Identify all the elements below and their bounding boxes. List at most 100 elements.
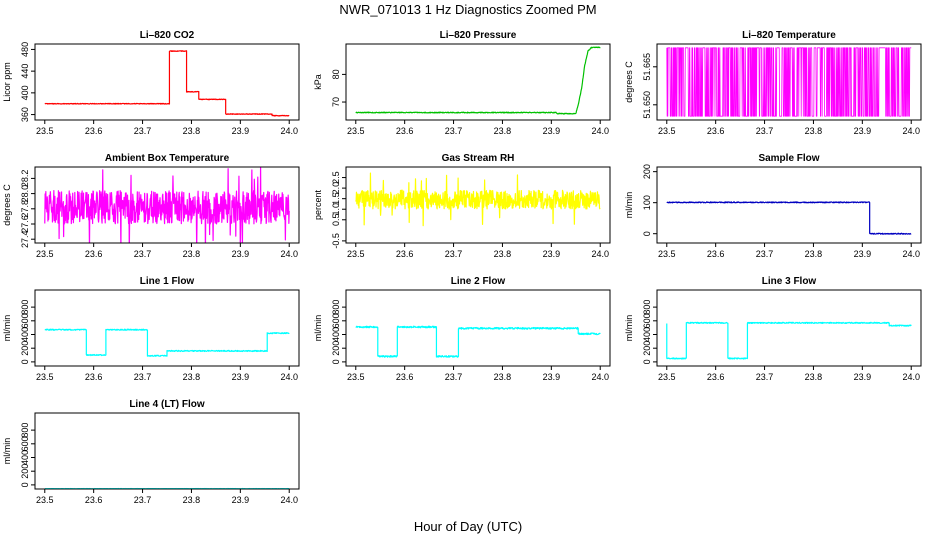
xtick-label: 23.6 — [85, 249, 103, 259]
panel-ylabel-temp: degrees C — [624, 61, 634, 103]
xtick-label: 23.5 — [36, 495, 54, 505]
xtick-label: 23.8 — [494, 126, 512, 136]
xtick-label: 23.5 — [36, 249, 54, 259]
xtick-label: 23.6 — [707, 126, 725, 136]
xtick-label: 24.0 — [280, 126, 298, 136]
xtick-label: 23.8 — [494, 372, 512, 382]
ytick-label: 200 — [331, 341, 341, 356]
ytick-label: 27.6 — [20, 215, 30, 233]
panel-title-ambient: Ambient Box Temperature — [105, 153, 230, 164]
xtick-label: 24.0 — [902, 372, 920, 382]
xtick-label: 23.7 — [756, 249, 774, 259]
panel-temp: 23.5 23.6 23.7 23.8 23.9 24.0 51.650 51.665 Li–8… — [624, 30, 922, 136]
ytick-label: 200 — [642, 164, 652, 179]
xtick-label: 24.0 — [902, 126, 920, 136]
xtick-label: 23.7 — [134, 249, 152, 259]
panel-ylabel-rh: percent — [313, 189, 323, 220]
xtick-label: 23.6 — [85, 372, 103, 382]
series-co2 — [44, 50, 290, 117]
series-line3 — [666, 321, 912, 360]
ytick-label: 200 — [20, 464, 30, 479]
xtick-label: 23.7 — [445, 249, 463, 259]
series-line-co2 — [44, 50, 290, 117]
xtick-label: 23.6 — [396, 126, 414, 136]
xtick-label: 23.9 — [232, 372, 250, 382]
ytick-label: 400 — [331, 327, 341, 342]
panel-ylabel-pressure: kPa — [313, 74, 323, 90]
xtick-label: 23.9 — [543, 249, 561, 259]
xtick-label: 23.8 — [805, 126, 823, 136]
ytick-label: 27.8 — [20, 200, 30, 218]
xtick-label: 24.0 — [280, 249, 298, 259]
figure-title: NWR_071013 1 Hz Diagnostics Zoomed PM — [339, 2, 596, 17]
xtick-label: 23.8 — [183, 495, 201, 505]
ytick-label: 600 — [20, 436, 30, 451]
xtick-label: 23.9 — [232, 126, 250, 136]
panel-title-temp: Li–820 Temperature — [742, 30, 836, 41]
xtick-label: 23.9 — [854, 249, 872, 259]
xtick-label: 23.7 — [134, 126, 152, 136]
series-line1 — [44, 328, 290, 357]
xtick-label: 23.7 — [134, 372, 152, 382]
plot-frame-temp — [656, 43, 922, 121]
ytick-label: 28.2 — [20, 170, 30, 188]
series-rh — [355, 172, 601, 227]
xtick-label: 23.5 — [347, 126, 365, 136]
xtick-label: 23.9 — [232, 249, 250, 259]
xtick-label: 24.0 — [280, 372, 298, 382]
ytick-label: 2.0 — [331, 182, 341, 195]
ytick-label: 600 — [331, 313, 341, 328]
ytick-label: 400 — [642, 327, 652, 342]
panel-title-rh: Gas Stream RH — [442, 153, 515, 164]
ytick-label: 400 — [20, 85, 30, 100]
xtick-label: 23.9 — [854, 126, 872, 136]
xtick-label: 23.5 — [36, 126, 54, 136]
xtick-label: 23.5 — [658, 126, 676, 136]
ytick-label: 1.5 — [331, 192, 341, 205]
ytick-label: -0.5 — [331, 233, 341, 249]
xtick-label: 23.8 — [494, 249, 512, 259]
series-line-line1 — [44, 328, 290, 357]
ytick-label: 1.0 — [331, 203, 341, 216]
panel-pressure: 23.5 23.6 23.7 23.8 23.9 24.0 70 80 Li–820 Press… — [313, 30, 611, 136]
series-pressure — [355, 46, 601, 115]
ytick-label: 800 — [331, 300, 341, 315]
series-line-line2 — [355, 325, 601, 358]
xtick-label: 23.8 — [183, 372, 201, 382]
ytick-label: 200 — [642, 341, 652, 356]
xtick-label: 23.5 — [658, 372, 676, 382]
xtick-label: 23.8 — [183, 126, 201, 136]
panel-rh: 23.5 23.6 23.7 23.8 23.9 24.0 -0.5 0.51.01.52.0… — [313, 153, 611, 259]
ytick-label: 0.5 — [331, 214, 341, 227]
panel-ylabel-sample: ml/min — [624, 192, 634, 219]
plot-frame-rh — [345, 166, 611, 244]
xtick-label: 23.8 — [805, 249, 823, 259]
panel-ylabel-line1: ml/min — [2, 315, 12, 342]
xtick-label: 23.9 — [543, 126, 561, 136]
figure-xlabel: Hour of Day (UTC) — [414, 519, 522, 534]
plot-frame-pressure — [345, 43, 611, 121]
panel-title-sample: Sample Flow — [758, 153, 819, 164]
series-line-line3 — [666, 321, 912, 360]
ytick-label: 0 — [331, 359, 341, 364]
ytick-label: 440 — [20, 64, 30, 79]
series-line-ambient — [44, 167, 290, 243]
xtick-label: 23.7 — [756, 126, 774, 136]
panel-title-line2: Line 2 Flow — [451, 276, 506, 287]
plot-frame-line2 — [345, 289, 611, 367]
ytick-label: 0 — [20, 482, 30, 487]
ytick-label: 600 — [20, 313, 30, 328]
xtick-label: 23.7 — [445, 126, 463, 136]
xtick-label: 23.8 — [805, 372, 823, 382]
panel-co2: 23.5 23.6 23.7 23.8 23.9 24.0 360 400 440 480 Li–8… — [2, 30, 300, 136]
xtick-label: 24.0 — [902, 249, 920, 259]
panels: 23.5 23.6 23.7 23.8 23.9 24.0 360 400 440 480 Li–8… — [2, 30, 922, 505]
xtick-label: 23.7 — [445, 372, 463, 382]
ytick-label: 0 — [642, 359, 652, 364]
xtick-label: 23.6 — [396, 249, 414, 259]
